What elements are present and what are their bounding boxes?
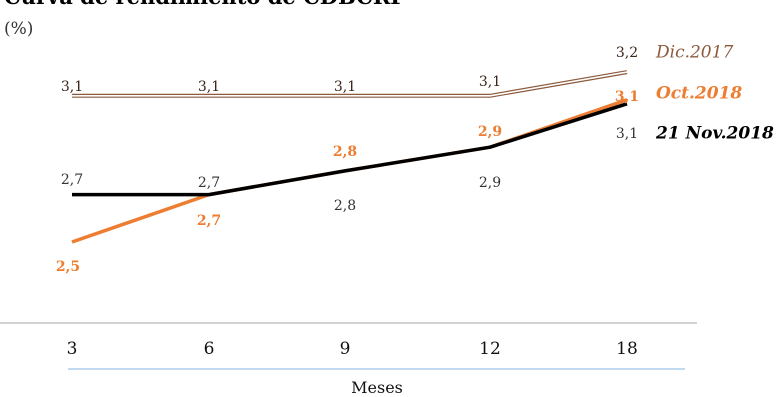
- x-axis-title: Meses: [351, 378, 403, 397]
- series-line-nov2018: [72, 102, 628, 197]
- data-label-nov2018: 2,9: [479, 175, 501, 191]
- data-label-dic2017: 3,2: [616, 45, 638, 61]
- x-tick-label: 12: [479, 339, 501, 359]
- legend-dic2017: Dic.2017: [655, 43, 733, 63]
- data-label-oct2018: 2,7: [197, 213, 221, 229]
- data-label-dic2017: 3,1: [198, 79, 220, 95]
- data-label-oct2018: 2,8: [333, 144, 357, 160]
- data-label-dic2017: 3,1: [479, 74, 501, 90]
- unit-label: (%): [4, 19, 33, 39]
- series-line-dic2017-inner: [72, 71, 628, 97]
- chart-title: Curva de rendimiento de CDBCRP: [4, 0, 406, 9]
- x-tick-label: 9: [340, 339, 351, 359]
- data-label-oct2018: 3,1: [615, 89, 639, 105]
- data-label-oct2018: 2,9: [478, 124, 502, 140]
- data-label-nov2018: 2,8: [334, 198, 356, 214]
- data-label-dic2017: 3,1: [61, 79, 83, 95]
- x-tick-label: 3: [67, 339, 78, 359]
- data-label-dic2017: 3,1: [334, 79, 356, 95]
- legend: Dic.2017 Oct.2018 21 Nov.2018: [655, 43, 774, 144]
- legend-oct2018: Oct.2018: [656, 84, 742, 104]
- x-tick-label: 6: [204, 339, 215, 359]
- x-tick-label: 18: [616, 339, 638, 359]
- data-label-nov2018: 2,7: [198, 175, 220, 191]
- data-label-nov2018: 2,7: [61, 172, 83, 188]
- legend-nov2018: 21 Nov.2018: [655, 124, 774, 144]
- data-label-nov2018: 3,1: [616, 126, 638, 142]
- series-layer: [71, 70, 628, 244]
- x-axis-ticks: 3 6 9 12 18: [67, 339, 638, 359]
- data-label-oct2018: 2,5: [56, 259, 80, 275]
- data-labels: 3,1 3,1 3,1 3,1 3,2 2,5 2,7 2,8 2,9 3,1 2,7 2,7 2,8 2…: [56, 45, 639, 275]
